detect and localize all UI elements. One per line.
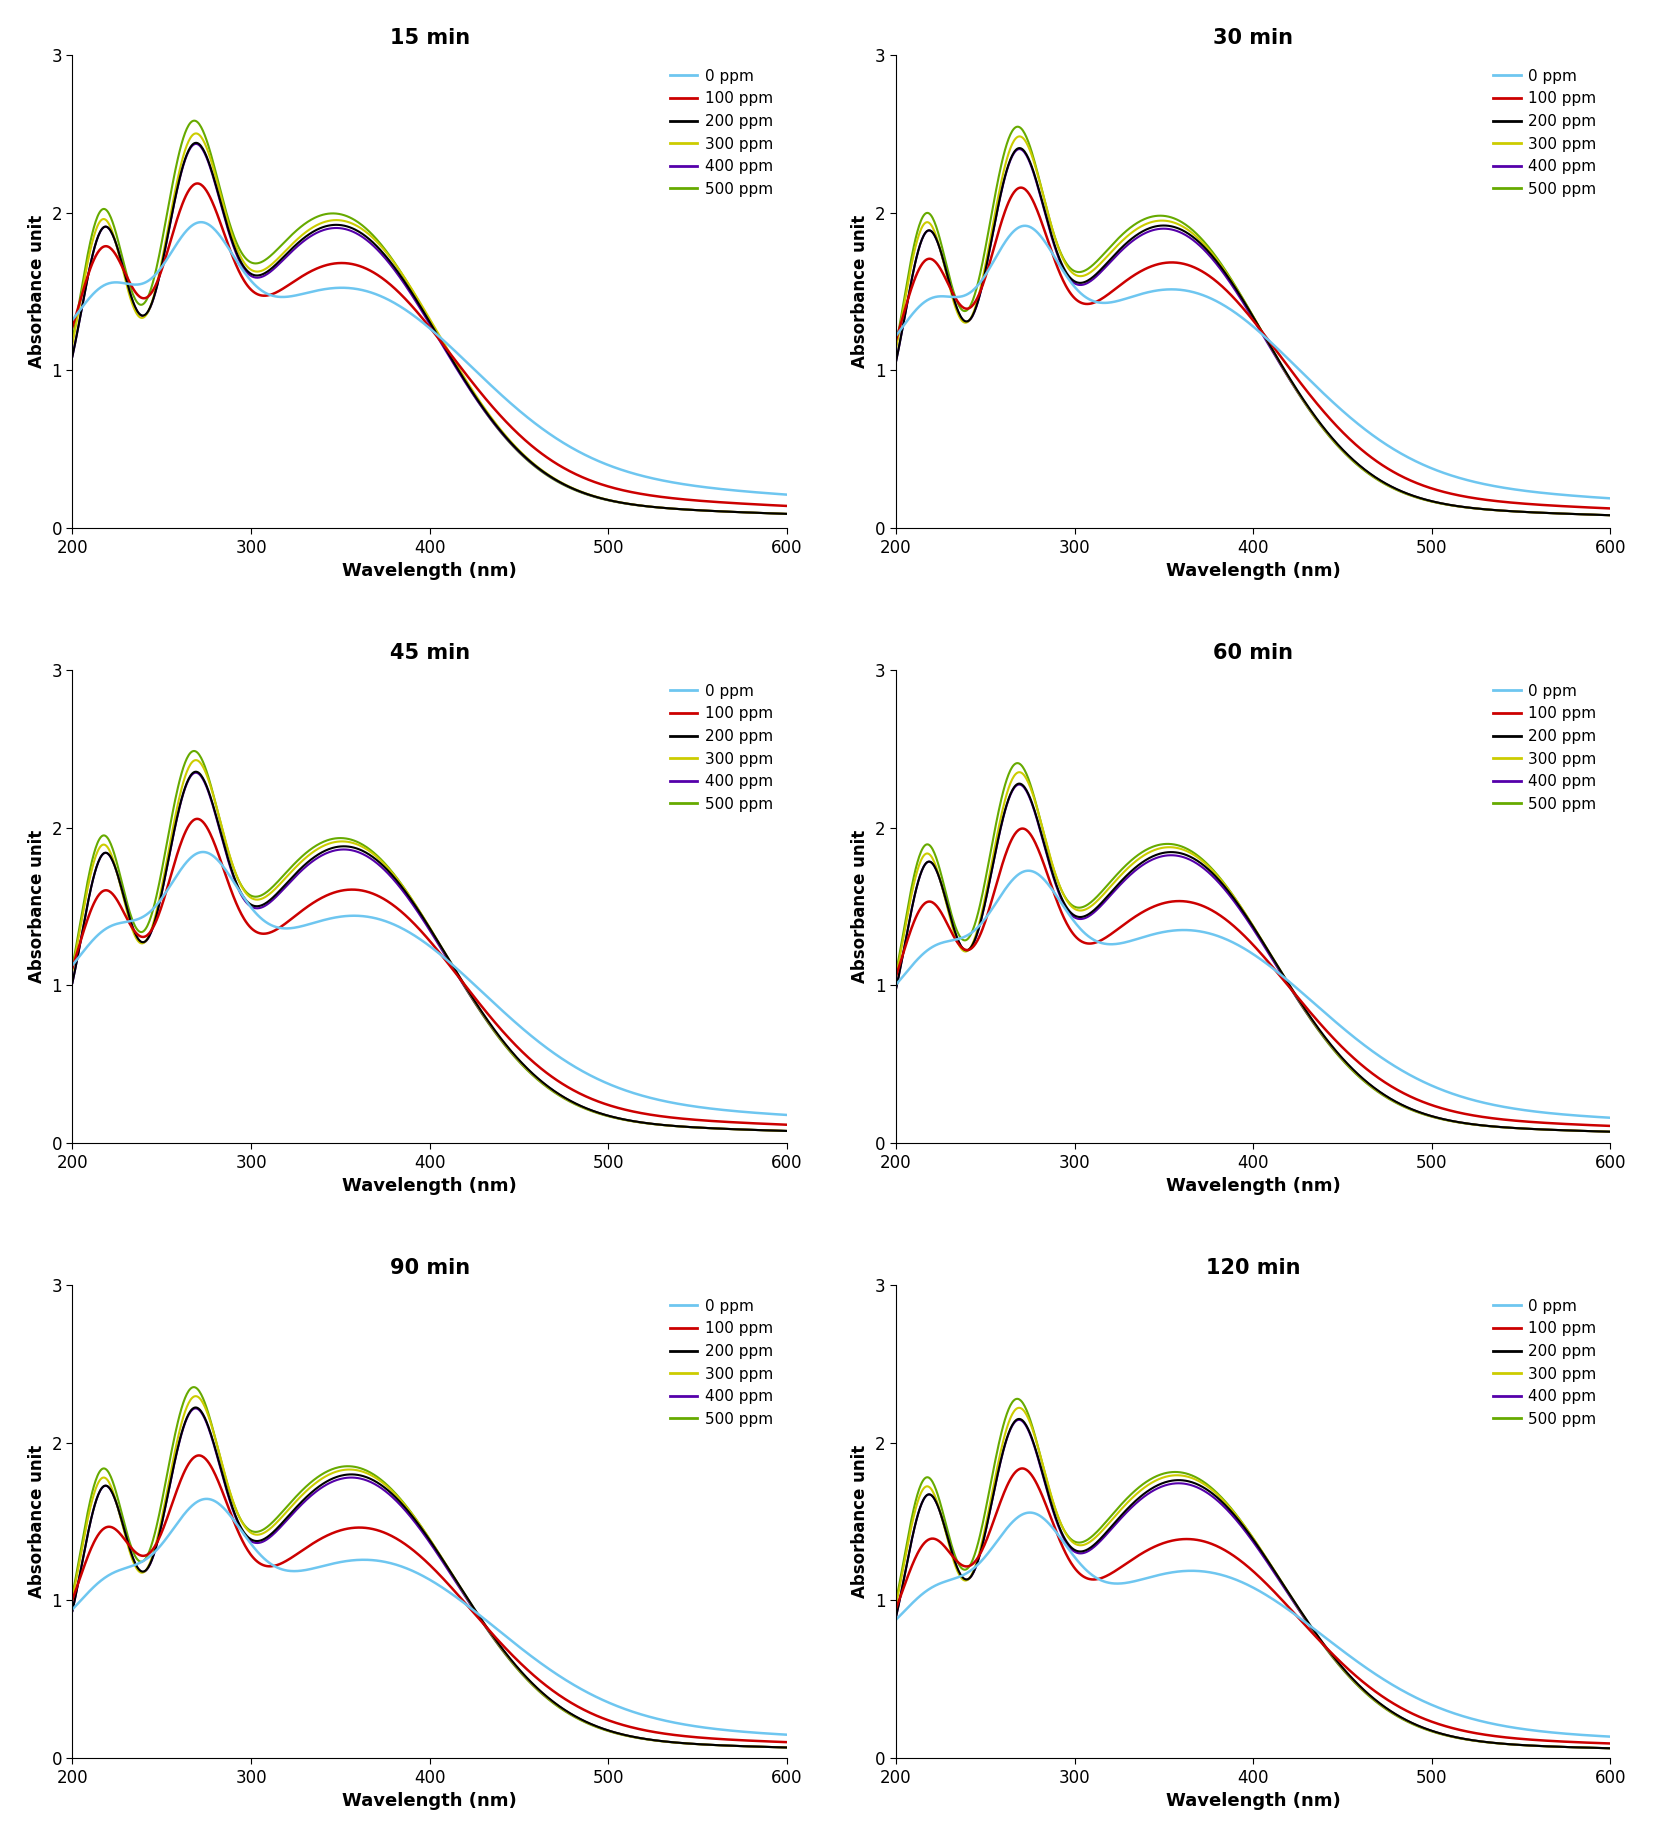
Title: 30 min: 30 min xyxy=(1212,28,1293,48)
Y-axis label: Absorbance unit: Absorbance unit xyxy=(28,215,46,368)
Title: 120 min: 120 min xyxy=(1206,1257,1300,1277)
Title: 60 min: 60 min xyxy=(1212,643,1293,664)
X-axis label: Wavelength (nm): Wavelength (nm) xyxy=(342,562,518,581)
X-axis label: Wavelength (nm): Wavelength (nm) xyxy=(342,1178,518,1195)
X-axis label: Wavelength (nm): Wavelength (nm) xyxy=(342,1792,518,1810)
Legend: 0 ppm, 100 ppm, 200 ppm, 300 ppm, 400 ppm, 500 ppm: 0 ppm, 100 ppm, 200 ppm, 300 ppm, 400 pp… xyxy=(663,62,779,202)
Legend: 0 ppm, 100 ppm, 200 ppm, 300 ppm, 400 ppm, 500 ppm: 0 ppm, 100 ppm, 200 ppm, 300 ppm, 400 pp… xyxy=(663,1292,779,1434)
Title: 45 min: 45 min xyxy=(390,643,470,664)
Y-axis label: Absorbance unit: Absorbance unit xyxy=(852,1445,870,1599)
Legend: 0 ppm, 100 ppm, 200 ppm, 300 ppm, 400 ppm, 500 ppm: 0 ppm, 100 ppm, 200 ppm, 300 ppm, 400 pp… xyxy=(1487,678,1603,818)
Y-axis label: Absorbance unit: Absorbance unit xyxy=(852,831,870,983)
Title: 90 min: 90 min xyxy=(390,1257,470,1277)
Y-axis label: Absorbance unit: Absorbance unit xyxy=(28,831,46,983)
Y-axis label: Absorbance unit: Absorbance unit xyxy=(852,215,870,368)
Legend: 0 ppm, 100 ppm, 200 ppm, 300 ppm, 400 ppm, 500 ppm: 0 ppm, 100 ppm, 200 ppm, 300 ppm, 400 pp… xyxy=(663,678,779,818)
Title: 15 min: 15 min xyxy=(390,28,470,48)
Legend: 0 ppm, 100 ppm, 200 ppm, 300 ppm, 400 ppm, 500 ppm: 0 ppm, 100 ppm, 200 ppm, 300 ppm, 400 pp… xyxy=(1487,62,1603,202)
X-axis label: Wavelength (nm): Wavelength (nm) xyxy=(1166,1178,1340,1195)
Y-axis label: Absorbance unit: Absorbance unit xyxy=(28,1445,46,1599)
X-axis label: Wavelength (nm): Wavelength (nm) xyxy=(1166,562,1340,581)
Legend: 0 ppm, 100 ppm, 200 ppm, 300 ppm, 400 ppm, 500 ppm: 0 ppm, 100 ppm, 200 ppm, 300 ppm, 400 pp… xyxy=(1487,1292,1603,1434)
X-axis label: Wavelength (nm): Wavelength (nm) xyxy=(1166,1792,1340,1810)
